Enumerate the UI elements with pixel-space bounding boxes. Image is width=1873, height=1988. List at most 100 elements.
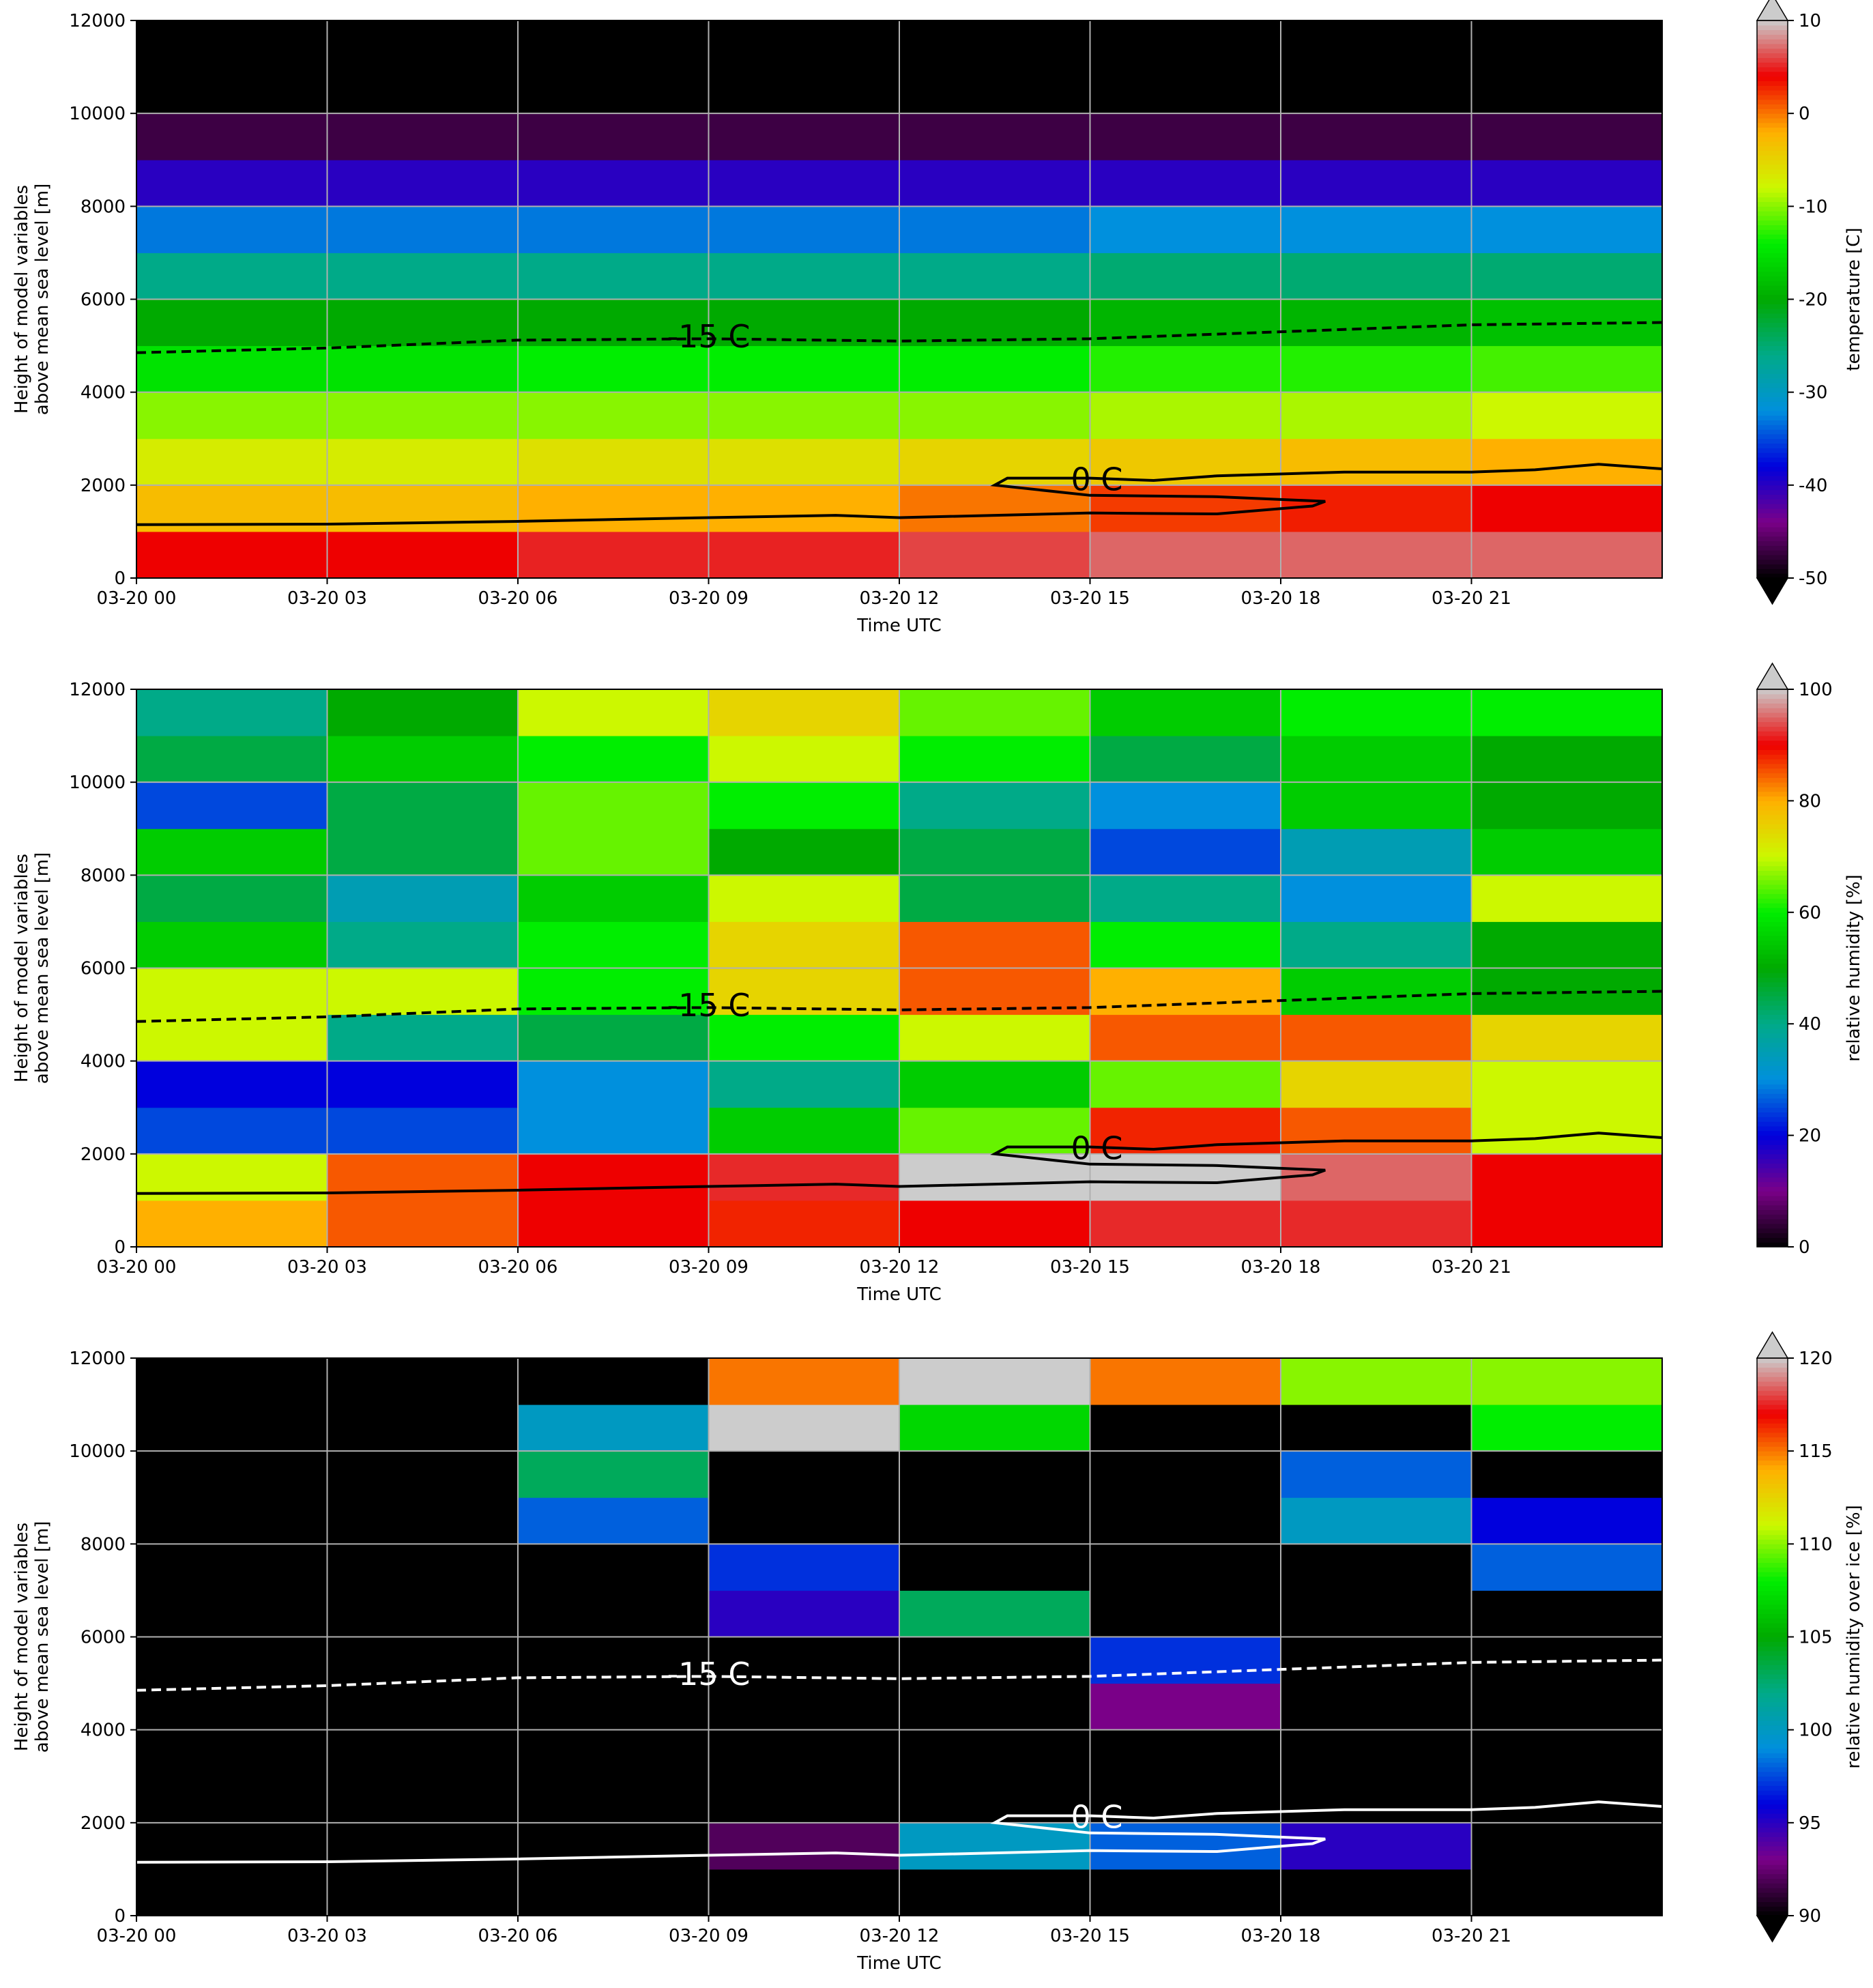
- heatmap-cell: [327, 1451, 519, 1498]
- heatmap-cell: [708, 1869, 900, 1916]
- colorbar-segment: [1757, 1446, 1788, 1452]
- colorbar-segment: [1757, 1827, 1788, 1832]
- colorbar-tick-label: 105: [1799, 1628, 1833, 1648]
- heatmap-cell: [708, 1590, 900, 1637]
- heatmap-cell: [1090, 1822, 1281, 1870]
- heatmap-cell: [1281, 531, 1472, 578]
- colorbar-segment: [1757, 527, 1788, 532]
- heatmap-cell: [1471, 1200, 1662, 1247]
- y-tick-label: 6000: [81, 290, 126, 311]
- colorbar-segment: [1757, 782, 1788, 788]
- colorbar-segment: [1757, 1075, 1788, 1080]
- heatmap-cell: [136, 1404, 328, 1452]
- colorbar-segment: [1757, 1098, 1788, 1104]
- heatmap-cell: [1090, 1358, 1281, 1405]
- y-tick-label: 6000: [81, 1628, 126, 1648]
- heatmap-cell: [136, 921, 328, 968]
- colorbar-segment: [1757, 457, 1788, 463]
- heatmap-cell: [899, 1200, 1090, 1247]
- colorbar-segment: [1757, 1465, 1788, 1470]
- colorbar-tick-label: 80: [1799, 791, 1821, 811]
- colorbar-segment: [1757, 1841, 1788, 1847]
- heatmap-cell: [1281, 1776, 1472, 1824]
- heatmap-cell: [518, 1729, 709, 1777]
- colorbar-segment: [1757, 824, 1788, 829]
- colorbar-segment: [1757, 48, 1788, 54]
- colorbar-segment: [1757, 829, 1788, 834]
- heatmap-cell: [518, 1061, 709, 1108]
- heatmap-cell: [1281, 485, 1472, 532]
- colorbar-segment: [1757, 754, 1788, 760]
- heatmap-cell: [708, 1544, 900, 1591]
- heatmap-cell: [708, 1404, 900, 1452]
- colorbar-segment: [1757, 740, 1788, 746]
- colorbar-segment: [1757, 736, 1788, 741]
- colorbar-segment: [1757, 1845, 1788, 1852]
- colorbar-segment: [1757, 1892, 1788, 1898]
- colorbar-segment: [1757, 1869, 1788, 1875]
- heatmap-cell: [1471, 782, 1662, 829]
- colorbar-segment: [1757, 554, 1788, 560]
- colorbar-segment: [1757, 141, 1788, 147]
- colorbar-tick-label: -40: [1799, 476, 1827, 496]
- colorbar-segment: [1757, 1223, 1788, 1229]
- colorbar-segment: [1757, 1655, 1788, 1661]
- colorbar-segment: [1757, 749, 1788, 755]
- colorbar-segment: [1757, 1168, 1788, 1173]
- heatmap-cell: [1281, 113, 1472, 160]
- colorbar-segment: [1757, 1469, 1788, 1475]
- y-axis-label: Height of model variables: [12, 854, 32, 1082]
- y-axis-label: above mean sea level [m]: [32, 852, 53, 1084]
- colorbar-segment: [1757, 814, 1788, 820]
- heatmap-cell: [518, 253, 709, 300]
- colorbar-segment: [1757, 1451, 1788, 1456]
- heatmap-cell: [327, 1869, 519, 1916]
- heatmap-cell: [1471, 1869, 1662, 1916]
- colorbar-segment: [1757, 564, 1788, 569]
- heatmap-cell: [899, 67, 1090, 114]
- x-tick-label: 03-20 15: [1050, 588, 1130, 609]
- colorbar-segment: [1757, 1219, 1788, 1224]
- x-tick-label: 03-20 09: [669, 588, 749, 609]
- heatmap-cell: [1090, 160, 1281, 207]
- colorbar-segment: [1757, 1125, 1788, 1132]
- colorbar-segment: [1757, 1906, 1788, 1912]
- heatmap-cell: [1090, 1869, 1281, 1916]
- colorbar-segment: [1757, 322, 1788, 328]
- heatmap-cell: [1281, 67, 1472, 114]
- colorbar-segment: [1757, 1646, 1788, 1652]
- heatmap-cell: [136, 1637, 328, 1684]
- colorbar-segment: [1757, 1181, 1788, 1187]
- x-tick-label: 03-20 03: [287, 1257, 367, 1278]
- heatmap-cell: [899, 531, 1090, 578]
- colorbar-segment: [1757, 20, 1788, 26]
- colorbar-segment: [1757, 996, 1788, 1001]
- contour-label: 0 C: [1071, 1129, 1122, 1166]
- colorbar-segment: [1757, 1753, 1788, 1759]
- y-tick-label: 2000: [81, 476, 126, 496]
- colorbar-segment: [1757, 1418, 1788, 1424]
- colorbar-segment: [1757, 248, 1788, 253]
- colorbar-segment: [1757, 903, 1788, 908]
- heatmap-cell: [899, 206, 1090, 253]
- colorbar-segment: [1757, 29, 1788, 35]
- y-tick-label: 4000: [81, 1720, 126, 1741]
- colorbar-segment: [1757, 1525, 1788, 1531]
- heatmap-cell: [1281, 20, 1472, 68]
- heatmap-cell: [1281, 438, 1472, 486]
- colorbar-segment: [1757, 1581, 1788, 1587]
- colorbar-segment: [1757, 1744, 1788, 1749]
- colorbar-segment: [1757, 1089, 1788, 1094]
- colorbar-segment: [1757, 341, 1788, 347]
- colorbar-segment: [1757, 117, 1788, 124]
- contour-line: [136, 1132, 1662, 1195]
- colorbar-segment: [1757, 907, 1788, 913]
- colorbar-segment: [1757, 1158, 1788, 1164]
- x-tick-label: 03-20 12: [860, 1926, 940, 1946]
- colorbar-segment: [1757, 1669, 1788, 1675]
- colorbar-segment: [1757, 810, 1788, 816]
- heatmap-cell: [1090, 736, 1281, 783]
- heatmap-cell: [327, 1776, 519, 1824]
- colorbar-segment: [1757, 1112, 1788, 1117]
- colorbar-segment: [1757, 698, 1788, 704]
